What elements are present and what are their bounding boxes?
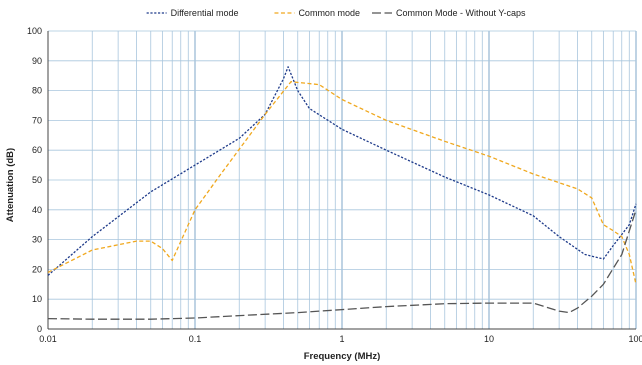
y-tick-label: 40: [32, 205, 42, 215]
legend-label: Differential mode: [171, 8, 239, 18]
y-tick-label: 0: [37, 324, 42, 334]
x-axis-title: Frequency (MHz): [304, 351, 381, 362]
legend-label: Common Mode - Without Y-caps: [396, 8, 526, 18]
y-tick-label: 20: [32, 264, 42, 274]
y-tick-label: 70: [32, 115, 42, 125]
y-axis-title: Attenuation (dB): [5, 148, 16, 222]
legend-label: Common mode: [298, 8, 360, 18]
y-tick-label: 90: [32, 56, 42, 66]
series-line: [47, 81, 637, 285]
y-tick-label: 50: [32, 175, 42, 185]
x-tick-label: 1: [339, 334, 344, 344]
series-lines: [47, 66, 637, 320]
legend: Differential mode Common mode Common Mode …: [146, 8, 526, 18]
x-tick-label: 0.1: [189, 334, 202, 344]
series-line: [47, 209, 637, 320]
y-tick-label: 100: [27, 26, 42, 36]
x-tick-label: 10: [484, 334, 494, 344]
y-tick-label: 10: [32, 294, 42, 304]
grid: [47, 30, 637, 330]
x-tick-label: 100: [628, 334, 642, 344]
axes: 0 10 20 30 40 50 60 70 80 90 100 0.01 0.1 1 10 100: [27, 26, 642, 344]
x-tick-label: 0.01: [39, 334, 57, 344]
series-line: [47, 66, 637, 276]
y-tick-label: 80: [32, 86, 42, 96]
y-tick-label: 60: [32, 145, 42, 155]
y-tick-label: 30: [32, 235, 42, 245]
